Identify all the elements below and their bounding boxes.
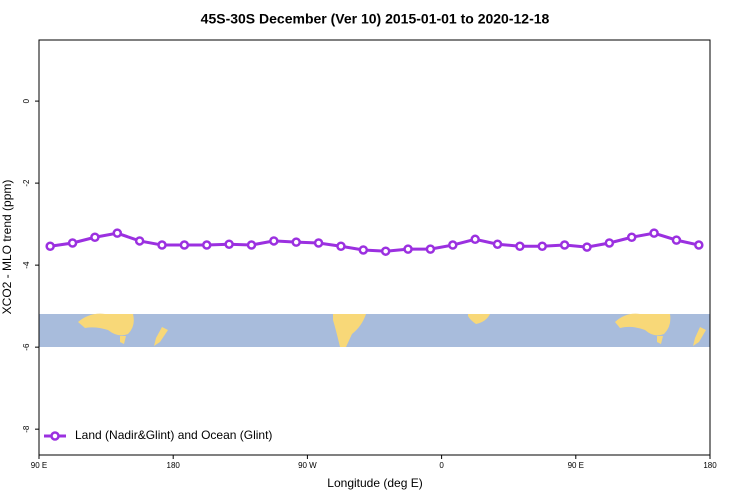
data-point <box>448 240 458 250</box>
legend-label: Land (Nadir&Glint) and Ocean (Glint) <box>75 428 272 442</box>
data-point <box>90 232 100 242</box>
data-point <box>537 241 547 252</box>
y-tick-label: -8 <box>22 425 31 433</box>
data-point <box>291 237 301 247</box>
data-point <box>671 235 682 245</box>
data-point <box>358 245 369 255</box>
x-tick-label: 90 E <box>31 461 47 470</box>
data-point <box>45 241 55 252</box>
data-point <box>179 240 190 250</box>
data-point <box>269 236 279 246</box>
data-point <box>380 246 391 256</box>
data-point <box>626 232 637 242</box>
x-axis-label: Longitude (deg E) <box>327 476 422 490</box>
x-tick-label: 180 <box>703 461 717 470</box>
x-tick-label: 0 <box>439 461 444 470</box>
data-point <box>604 238 615 248</box>
data-point <box>67 238 78 248</box>
y-tick-label: 0 <box>22 98 31 103</box>
data-point <box>336 241 346 252</box>
x-tick-label: 90 E <box>568 461 584 470</box>
data-point <box>649 228 659 238</box>
y-axis-label: XCO2 - MLO trend (ppm) <box>0 180 14 315</box>
data-point <box>425 244 436 254</box>
y-tick-label: -2 <box>22 179 31 187</box>
x-tick-label: 90 W <box>298 461 317 470</box>
data-point <box>694 240 704 250</box>
data-point <box>202 240 212 250</box>
map-band <box>39 313 710 347</box>
data-point <box>246 240 257 250</box>
data-point <box>157 240 167 250</box>
series-line <box>49 231 700 253</box>
y-tick-label: -4 <box>22 261 31 269</box>
data-point <box>582 242 592 252</box>
data-point <box>313 238 324 248</box>
data-point <box>112 228 123 238</box>
data-point <box>224 239 234 249</box>
chart-title: 45S-30S December (Ver 10) 2015-01-01 to … <box>201 11 550 27</box>
y-tick-label: -6 <box>22 343 31 351</box>
data-point <box>470 234 480 245</box>
data-point <box>559 240 570 250</box>
data-point <box>492 239 503 249</box>
x-tick-label: 180 <box>167 461 181 470</box>
plot-frame <box>38 39 711 456</box>
legend-marker <box>50 431 60 441</box>
data-point <box>134 236 145 246</box>
data-point <box>403 244 413 254</box>
data-point <box>515 241 525 252</box>
